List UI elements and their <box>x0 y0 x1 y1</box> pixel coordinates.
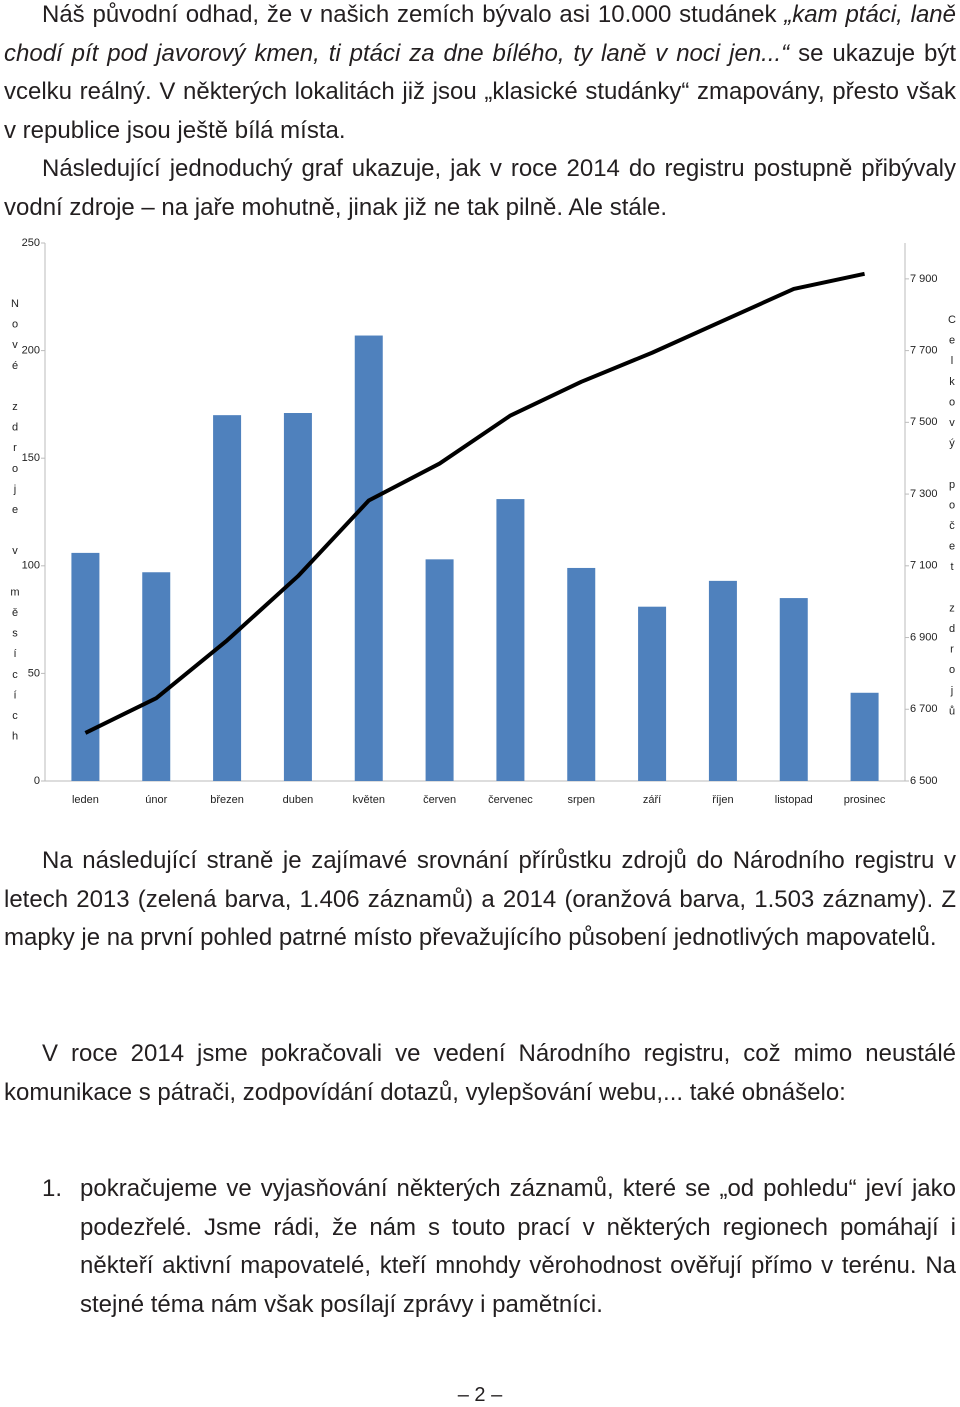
y-tick-label: 200 <box>22 345 40 357</box>
y2-axis-title: Celkový počet zdrojů <box>946 314 958 726</box>
x-tick-label: prosinec <box>844 794 886 806</box>
paragraph: Náš původní odhad, že v našich zemích bý… <box>4 0 956 150</box>
bar <box>638 606 667 781</box>
list-marker: 1. <box>42 1175 63 1202</box>
text-block: Náš původní odhad, že v našich zemích bý… <box>4 0 956 227</box>
quote: „kam ptáci, laně chodí pít pod javorový … <box>4 1 956 67</box>
y-tick-label: 100 <box>22 560 40 572</box>
y2-tick-label: 7 300 <box>910 488 938 500</box>
y2-tick-label: 6 900 <box>910 631 938 643</box>
x-tick-label: leden <box>72 794 99 806</box>
x-tick-label: říjen <box>712 794 733 806</box>
y-tick-label: 250 <box>22 237 40 249</box>
bar <box>850 692 879 781</box>
bar <box>708 580 737 781</box>
text: se ukazuje být vcelku reálný. V některýc… <box>4 39 957 144</box>
y2-tick-label: 6 700 <box>910 703 938 715</box>
bar <box>354 335 383 781</box>
x-tick-label: květen <box>353 794 385 806</box>
paragraph: Na následující straně je zajímavé srovná… <box>4 847 956 951</box>
list-item: 1. pokračujeme ve vyjasňování některých … <box>4 1170 956 1324</box>
x-tick-label: duben <box>283 794 314 806</box>
bar <box>496 499 525 781</box>
x-tick-label: březen <box>210 794 244 806</box>
bar <box>142 572 171 781</box>
y2-tick-label: 7 500 <box>910 416 938 428</box>
y-axis-title: Nové zdroje v měsících <box>9 298 21 752</box>
y-tick-label: 50 <box>28 667 40 679</box>
bar <box>567 567 596 781</box>
page-number: – 2 – <box>457 1384 503 1406</box>
text-block: V roce 2014 jsme pokračovali ve vedení N… <box>4 1035 956 1112</box>
y2-tick-label: 7 100 <box>910 560 938 572</box>
list-text: pokračujeme ve vyjasňování některých záz… <box>80 1175 956 1318</box>
bar <box>283 413 312 781</box>
bar <box>213 415 242 781</box>
x-tick-label: červenec <box>488 794 533 806</box>
x-tick-label: srpen <box>567 794 595 806</box>
y-tick-label: 150 <box>22 452 40 464</box>
x-tick-label: únor <box>145 794 167 806</box>
x-tick-label: červen <box>423 794 456 806</box>
chart: 0 50 100 150 200 250 6 500 6 700 6 900 7 100 7 300… <box>22 237 938 806</box>
x-tick-label: listopad <box>775 794 813 806</box>
bar <box>779 598 808 781</box>
y2-tick-label: 6 500 <box>910 775 938 787</box>
bar <box>71 552 100 781</box>
line <box>84 271 865 735</box>
x-tick-label: září <box>643 794 661 806</box>
paragraph: Následující jednoduchý graf ukazuje, jak… <box>4 155 956 221</box>
y-tick-label: 0 <box>34 775 40 787</box>
bar <box>425 559 454 781</box>
paragraph: V roce 2014 jsme pokračovali ve vedení N… <box>4 1040 956 1106</box>
text-block: Na následující straně je zajímavé srovná… <box>4 842 956 958</box>
y2-tick-label: 7 900 <box>910 273 938 285</box>
y2-tick-label: 7 700 <box>910 345 938 357</box>
text: Náš původní odhad, že v našich zemích bý… <box>42 1 785 28</box>
